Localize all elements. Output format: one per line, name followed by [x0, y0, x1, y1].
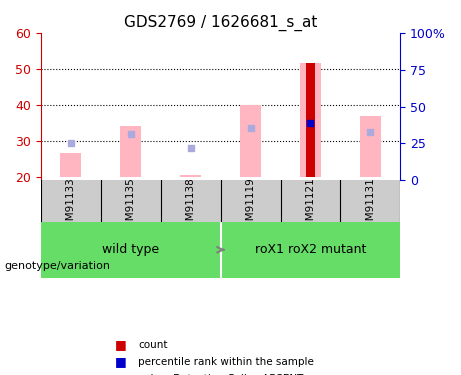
Text: value, Detection Call = ABSENT: value, Detection Call = ABSENT	[138, 374, 304, 375]
FancyBboxPatch shape	[41, 222, 220, 278]
Text: wild type: wild type	[102, 243, 159, 256]
Bar	[60, 153, 81, 177]
Bar	[300, 63, 321, 177]
Text: percentile rank within the sample: percentile rank within the sample	[138, 357, 314, 367]
Text: count: count	[138, 340, 168, 350]
Text: roX1 roX2 mutant: roX1 roX2 mutant	[255, 243, 366, 256]
Bar	[240, 105, 261, 177]
Text: genotype/variation: genotype/variation	[5, 261, 111, 271]
Title: GDS2769 / 1626681_s_at: GDS2769 / 1626681_s_at	[124, 15, 317, 31]
Bar	[180, 175, 201, 177]
Bar	[306, 63, 315, 177]
Text: ■: ■	[115, 356, 127, 368]
Text: ■: ■	[115, 339, 127, 351]
Text: ■: ■	[115, 372, 127, 375]
Bar	[120, 126, 141, 177]
FancyBboxPatch shape	[220, 222, 401, 278]
Bar	[360, 116, 381, 177]
